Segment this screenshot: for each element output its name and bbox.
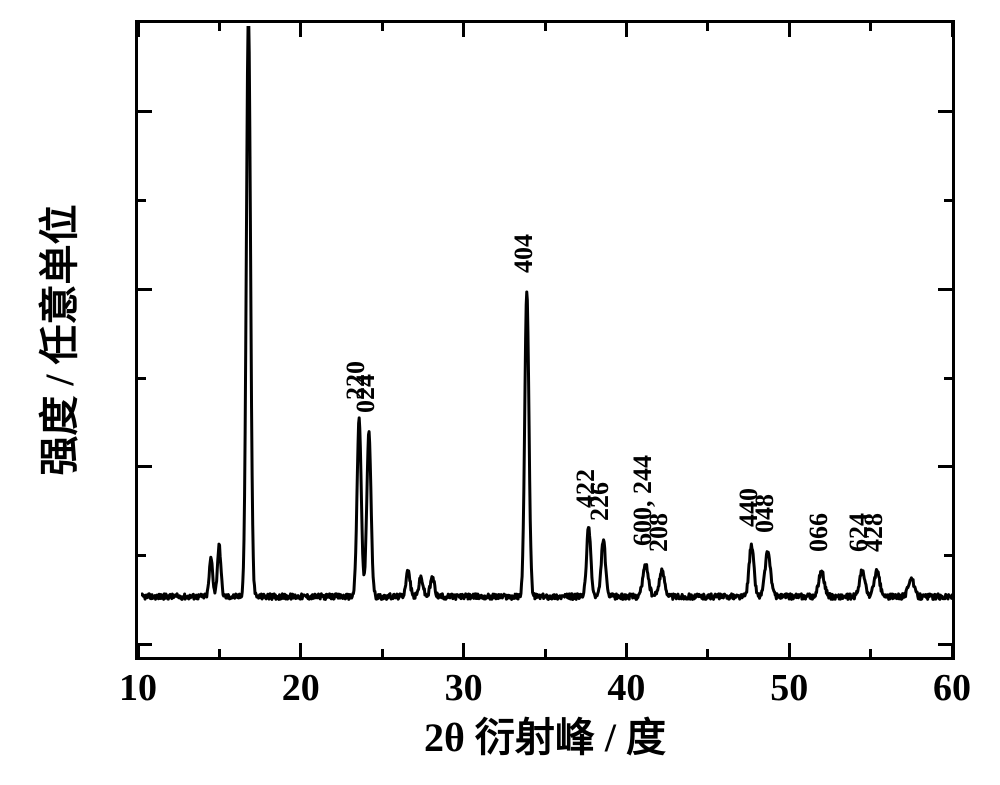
x-tick bbox=[706, 23, 709, 31]
x-tick bbox=[137, 23, 140, 37]
xrd-trace bbox=[141, 26, 955, 660]
x-tick bbox=[381, 649, 384, 657]
peak-label: 226 bbox=[587, 321, 613, 521]
y-tick bbox=[938, 643, 952, 646]
peak-label: 066 bbox=[806, 352, 832, 552]
y-tick bbox=[138, 110, 152, 113]
x-tick bbox=[788, 23, 791, 37]
y-axis-label: 强度 / 任意单位 bbox=[35, 90, 85, 590]
x-tick bbox=[869, 649, 872, 657]
x-tick bbox=[462, 23, 465, 37]
plot-area bbox=[135, 20, 955, 660]
x-tick bbox=[706, 649, 709, 657]
x-tick bbox=[625, 23, 628, 37]
x-tick bbox=[625, 643, 628, 657]
x-tick-label: 60 bbox=[912, 666, 992, 710]
x-tick bbox=[381, 23, 384, 31]
x-tick bbox=[951, 23, 954, 37]
x-tick-label: 20 bbox=[261, 666, 341, 710]
x-axis-label: 2θ 衍射峰 / 度 bbox=[345, 705, 745, 763]
x-tick-label: 10 bbox=[98, 666, 178, 710]
y-tick bbox=[138, 554, 146, 557]
x-tick bbox=[544, 23, 547, 31]
x-tick bbox=[218, 23, 221, 31]
peak-label: 208 bbox=[646, 352, 672, 552]
y-tick bbox=[138, 199, 146, 202]
peak-label: 048 bbox=[752, 333, 778, 533]
x-tick bbox=[788, 643, 791, 657]
y-tick bbox=[138, 377, 146, 380]
y-tick bbox=[138, 288, 152, 291]
y-tick bbox=[138, 465, 152, 468]
xrd-chart: 强度 / 任意单位 2θ 衍射峰 / 度 1020304050602022200… bbox=[0, 0, 1000, 785]
y-tick bbox=[938, 110, 952, 113]
y-tick bbox=[944, 377, 952, 380]
y-tick bbox=[938, 465, 952, 468]
x-tick-label: 40 bbox=[586, 666, 666, 710]
x-tick bbox=[299, 643, 302, 657]
x-tick bbox=[218, 649, 221, 657]
y-tick bbox=[138, 643, 152, 646]
x-tick bbox=[869, 23, 872, 31]
x-tick-label: 50 bbox=[749, 666, 829, 710]
x-tick-label: 30 bbox=[424, 666, 504, 710]
x-tick bbox=[299, 23, 302, 37]
peak-label: 404 bbox=[511, 73, 537, 273]
peak-label: 024 bbox=[353, 213, 379, 413]
x-tick bbox=[462, 643, 465, 657]
peak-label: 428 bbox=[861, 352, 887, 552]
y-tick bbox=[944, 554, 952, 557]
y-tick bbox=[944, 199, 952, 202]
x-tick bbox=[544, 649, 547, 657]
y-tick bbox=[938, 288, 952, 291]
